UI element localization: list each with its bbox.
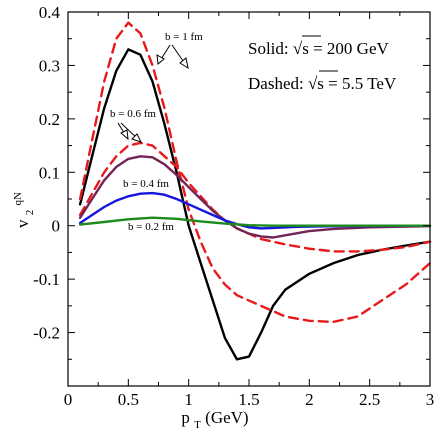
x-axis-subscript: T bbox=[194, 419, 201, 431]
y-axis-subscript: 2 bbox=[24, 210, 36, 216]
x-tick-label: 0.5 bbox=[118, 390, 139, 409]
x-tick-label: 0 bbox=[64, 390, 73, 409]
x-axis-unit: (GeV) bbox=[205, 408, 248, 427]
annotation-b-0-4fm: b = 0.4 fm bbox=[123, 178, 169, 190]
series-line-4 bbox=[78, 155, 432, 239]
x-tick-label: 2 bbox=[305, 390, 314, 409]
ticks-layer: 0 0.5 1 1.5 2 2.5 3 -0.2 -0.1 0 0.1 0.2 0.3 0.4 bbox=[33, 3, 434, 409]
y-tick-label: 0.4 bbox=[39, 3, 61, 22]
y-tick-label: -0.2 bbox=[33, 324, 60, 343]
x-tick-label: 2.5 bbox=[359, 390, 380, 409]
series-line-5 bbox=[78, 191, 432, 230]
y-tick-label: -0.1 bbox=[33, 270, 60, 289]
y-tick-label: 0.1 bbox=[39, 163, 60, 182]
legend-dashed-line: Dashed: √s = 5.5 TeV bbox=[248, 74, 397, 93]
annotation-arrowhead-b06-right bbox=[131, 133, 142, 143]
annotation-b-1fm: b = 1 fm bbox=[165, 31, 203, 43]
x-axis-variable: p bbox=[181, 408, 190, 427]
series-layer bbox=[78, 21, 432, 361]
annotation-b-0-2fm: b = 0.2 fm bbox=[128, 221, 174, 233]
annotation-arrowhead-b1-right bbox=[179, 57, 189, 70]
legend-dashed-value: = 5.5 TeV bbox=[328, 74, 397, 93]
x-tick-label: 3 bbox=[426, 390, 435, 409]
legend-solid-value: = 200 GeV bbox=[313, 39, 389, 58]
y-tick-label: 0.3 bbox=[39, 56, 60, 75]
legend-dashed-label: Dashed: bbox=[248, 74, 308, 93]
legend-dashed-energy: √s bbox=[308, 74, 324, 93]
y-tick-label: 0 bbox=[52, 217, 61, 236]
y-axis-title: v 2 qN bbox=[12, 192, 37, 228]
x-tick-label: 1.5 bbox=[238, 390, 259, 409]
annotation-b-0-6fm: b = 0.6 fm bbox=[110, 108, 156, 120]
series-line-6 bbox=[78, 216, 432, 227]
chart-legend: Solid: √s = 200 GeV Dashed: √s = 5.5 TeV bbox=[248, 35, 397, 93]
y-tick-label: 0.2 bbox=[39, 110, 60, 129]
legend-solid-line: Solid: √s = 200 GeV bbox=[248, 39, 389, 58]
annotation-arrowhead-b06-left bbox=[120, 129, 129, 141]
x-axis-title: p T (GeV) bbox=[181, 408, 248, 432]
legend-solid-energy: √s bbox=[293, 39, 309, 58]
series-line-2 bbox=[78, 21, 432, 324]
legend-solid-label: Solid: bbox=[248, 39, 293, 58]
y-axis-variable: v bbox=[13, 219, 32, 228]
y-axis-superscript: qN bbox=[12, 192, 24, 206]
x-tick-label: 1 bbox=[184, 390, 193, 409]
axis-titles: p T (GeV) v 2 qN bbox=[12, 192, 249, 432]
annotation-layer: b = 1 fm b = 0.6 fm b = 0.4 fm b = 0.2 f… bbox=[110, 31, 203, 233]
annotation-arrowhead-b1-left bbox=[156, 54, 165, 65]
series-line-1 bbox=[78, 48, 432, 361]
